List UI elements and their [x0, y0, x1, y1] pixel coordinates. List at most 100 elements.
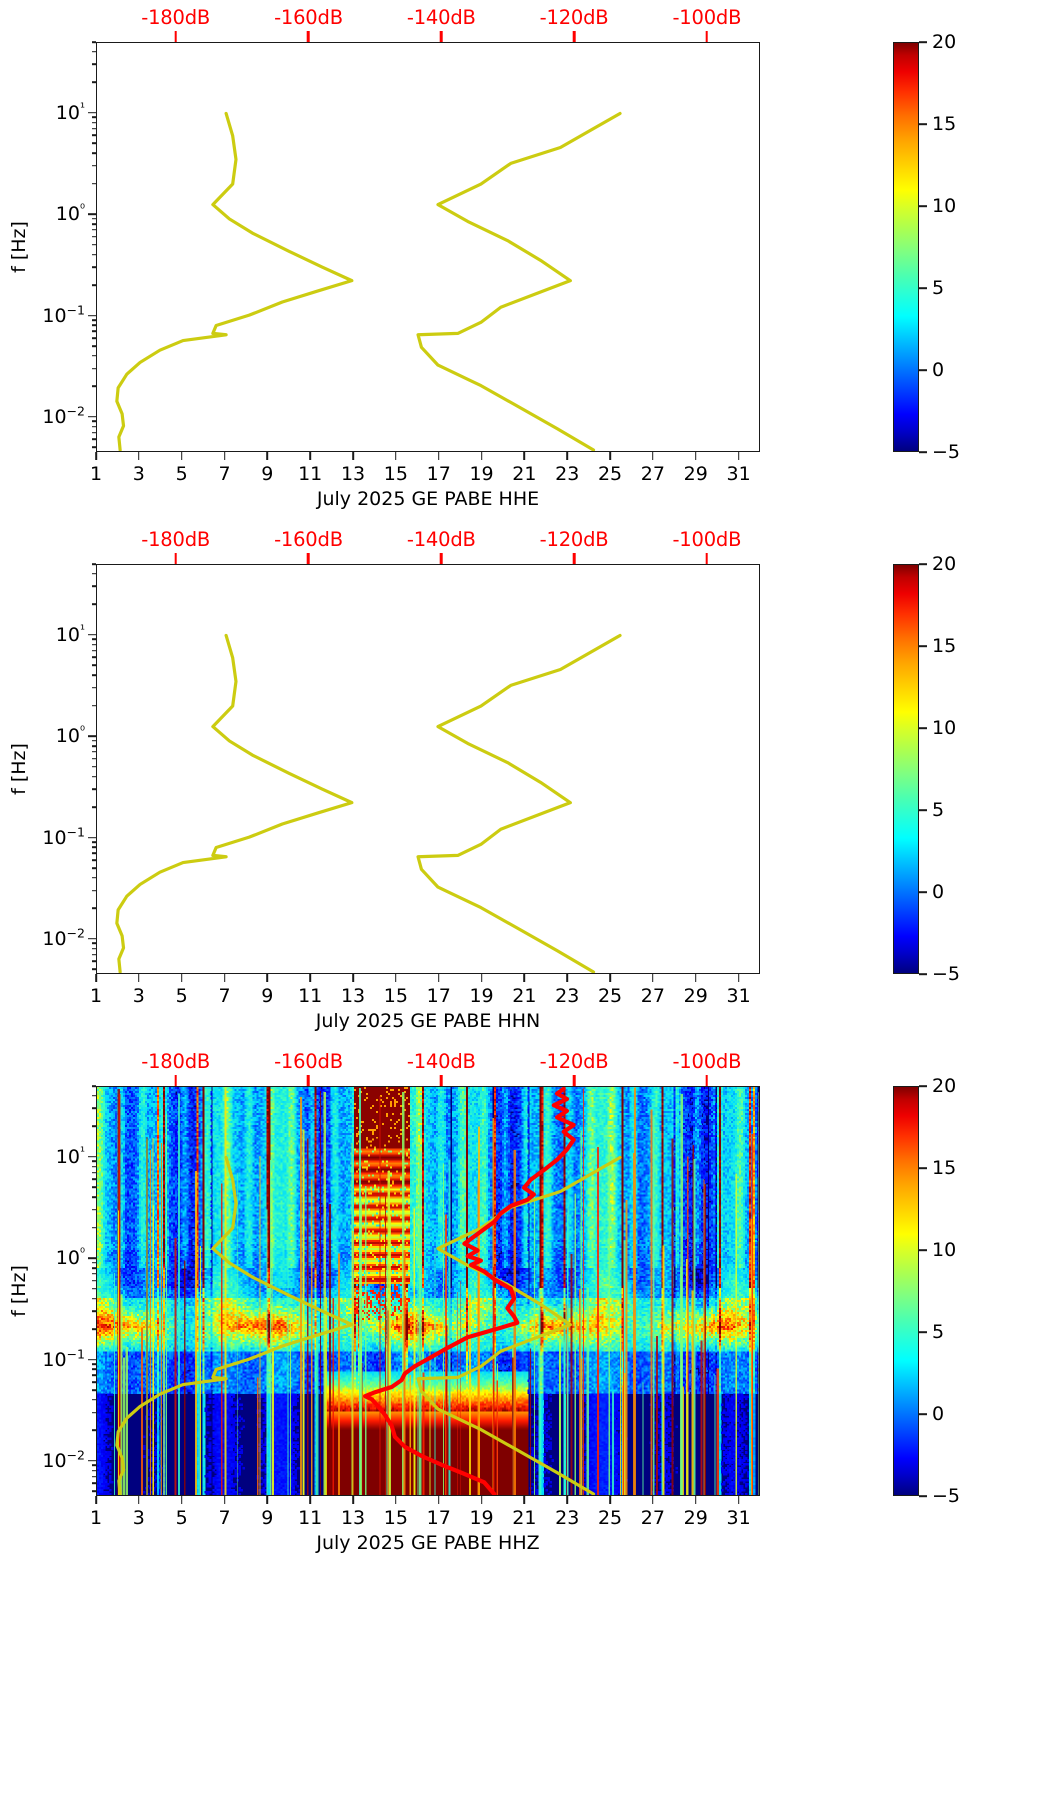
colorbar-title: residual [dB] from average curve: [959, 564, 1029, 974]
colorbar-tick: [919, 563, 927, 565]
freq-tick-label: 10−1: [42, 1347, 85, 1370]
ppsd-panel-hhe: -180dB -160dB -140dB -120dB -100dB f [Hz] 10−2…: [0, 0, 1052, 520]
day-tick: [395, 974, 397, 982]
freq-tick-minor: [91, 765, 96, 768]
day-tick: [523, 452, 526, 460]
freq-tick-minor: [91, 1165, 96, 1168]
colorbar-tick-label: 15: [932, 1157, 956, 1179]
day-tick-label: 23: [555, 1507, 579, 1529]
day-tick-label: 29: [684, 1507, 708, 1529]
day-tick-label: 9: [261, 463, 273, 485]
day-tick-label: 23: [555, 463, 579, 485]
day-tick: [223, 452, 226, 460]
day-tick-label: 3: [133, 463, 145, 485]
day-tick-label: 21: [512, 985, 536, 1007]
freq-tick-minor: [91, 859, 96, 861]
freq-tick-minor: [91, 889, 96, 892]
day-tick: [652, 1496, 654, 1504]
colorbar-tick: [919, 287, 927, 289]
freq-tick-minor: [91, 324, 96, 327]
freq-tick-minor: [91, 942, 96, 945]
day-tick: [223, 1496, 226, 1504]
day-tick-label: 5: [176, 463, 188, 485]
colorbar-tick: [919, 1085, 927, 1087]
freq-tick-minor: [91, 243, 96, 246]
day-tick: [352, 1496, 354, 1504]
top-db-tick: [705, 1075, 709, 1086]
day-tick-label: 3: [133, 985, 145, 1007]
freq-tick-minor: [91, 1475, 96, 1478]
day-tick-label: 13: [341, 463, 365, 485]
top-db-tick: [439, 31, 443, 42]
day-tick-label: 13: [341, 1507, 365, 1529]
day-tick: [266, 974, 269, 982]
freq-tick-minor: [91, 638, 96, 641]
freq-tick-minor: [91, 385, 96, 388]
colorbar-title: residual [dB] from average curve: [959, 1086, 1029, 1496]
day-tick-label: 1: [90, 463, 102, 485]
freq-tick-minor: [91, 266, 96, 268]
day-tick: [180, 974, 183, 982]
day-tick: [566, 974, 569, 982]
freq-tick-minor: [91, 1464, 96, 1467]
freq-tick-major: [88, 1257, 96, 1259]
day-axis-hhn: 1 3 5 7 9 11 13 15 17 19 21 23 25 27 29 31: [90, 974, 760, 1040]
top-db-tick-label: -120dB: [540, 6, 609, 29]
day-tick-label: 25: [598, 463, 622, 485]
top-db-tick: [705, 553, 709, 564]
day-tick-label: 15: [384, 1507, 408, 1529]
freq-tick-minor: [91, 51, 96, 53]
freq-tick-label: 10¹: [56, 101, 85, 124]
frequency-axis-hhn: 10−2 10−1 10⁰ 10¹: [0, 563, 96, 974]
freq-tick-minor: [91, 235, 96, 238]
freq-tick-minor: [91, 127, 96, 130]
noise-model-curves: [115, 111, 622, 451]
top-db-tick: [307, 31, 310, 42]
colorbar-tick-label: 20: [932, 553, 956, 575]
freq-tick-minor: [91, 841, 96, 843]
noise-model-curves: [115, 633, 622, 973]
top-db-tick-label: -140dB: [407, 528, 476, 551]
top-db-tick: [705, 31, 709, 42]
day-tick: [652, 452, 654, 460]
day-tick-label: 29: [684, 463, 708, 485]
colorbar-tick-label: 0: [932, 359, 944, 381]
day-tick: [609, 1496, 611, 1504]
top-db-tick-label: -100dB: [672, 528, 741, 551]
day-tick: [138, 1496, 140, 1504]
freq-tick-minor: [91, 1287, 96, 1290]
freq-tick-minor: [91, 134, 96, 137]
day-tick-label: 17: [427, 1507, 451, 1529]
day-tick-label: 21: [512, 463, 536, 485]
freq-tick-minor: [91, 142, 96, 145]
freq-tick-minor: [91, 1297, 96, 1300]
freq-tick-minor: [91, 229, 96, 231]
colorbar-tick: [919, 973, 927, 975]
freq-tick-minor: [91, 674, 96, 676]
day-tick: [694, 452, 697, 460]
day-tick-label: 11: [298, 1507, 322, 1529]
freq-tick-major: [88, 416, 96, 418]
freq-tick-minor: [91, 1261, 96, 1264]
colorbar-tick: [919, 727, 927, 729]
freq-tick-major: [88, 112, 96, 114]
freq-tick-minor: [91, 1107, 96, 1110]
freq-tick-minor: [91, 806, 96, 808]
top-db-tick-label: -140dB: [407, 6, 476, 29]
freq-tick-label: 10−1: [42, 825, 85, 848]
day-tick: [138, 452, 140, 460]
nlnm-curve: [115, 111, 354, 451]
colorbar-tick: [919, 891, 927, 893]
freq-tick-minor: [91, 867, 96, 869]
top-db-tick-label: -120dB: [540, 528, 609, 551]
day-tick: [352, 452, 354, 460]
day-tick: [737, 452, 740, 460]
freq-tick-minor: [91, 907, 96, 910]
day-tick-label: 5: [176, 985, 188, 1007]
freq-tick-minor: [91, 664, 96, 667]
freq-tick-minor: [91, 846, 96, 849]
day-tick-label: 7: [218, 985, 230, 1007]
day-tick: [138, 974, 140, 982]
freq-tick-minor: [91, 1429, 96, 1432]
freq-tick-minor: [91, 1273, 96, 1275]
